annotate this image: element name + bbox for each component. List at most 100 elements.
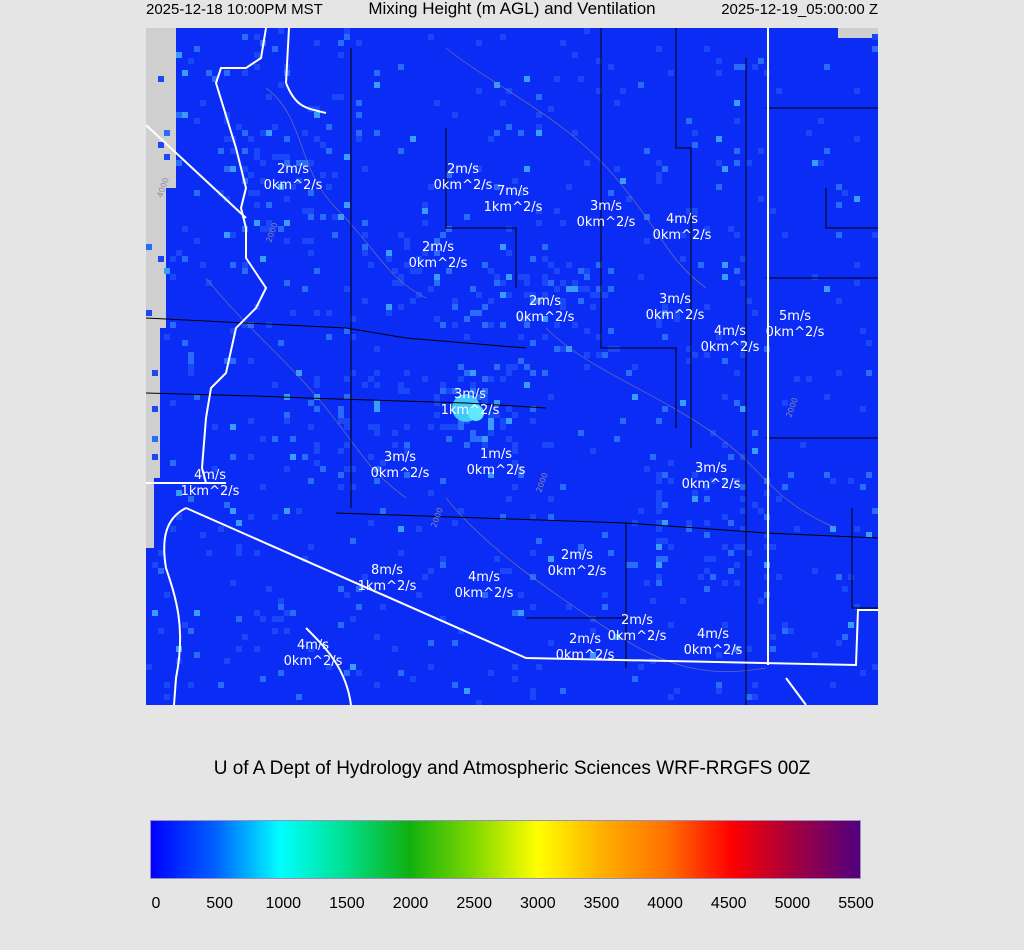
mixing-height-cell bbox=[518, 316, 524, 322]
mixing-height-cell bbox=[578, 430, 584, 436]
mixing-height-cell bbox=[446, 388, 452, 394]
mixing-height-cell bbox=[530, 418, 536, 424]
mixing-height-cell bbox=[314, 448, 320, 454]
mixing-height-cell bbox=[662, 556, 668, 562]
mixing-height-cell bbox=[872, 508, 878, 514]
wind-speed-text: 3m/s bbox=[454, 387, 486, 402]
mixing-height-cell bbox=[680, 256, 686, 262]
mixing-height-cell bbox=[176, 250, 182, 256]
mixing-height-cell bbox=[698, 262, 704, 268]
mixing-height-cell bbox=[350, 334, 356, 340]
mixing-height-cell bbox=[242, 262, 248, 268]
mixing-height-cell bbox=[812, 568, 818, 574]
mixing-height-cell bbox=[578, 544, 584, 550]
mixing-height-cell bbox=[284, 280, 290, 286]
mixing-height-cell bbox=[656, 544, 662, 550]
mixing-height-cell bbox=[542, 274, 548, 280]
mixing-height-cell bbox=[500, 568, 506, 574]
mixing-height-cell bbox=[500, 292, 506, 298]
mixing-height-cell bbox=[506, 274, 512, 280]
ventilation-text: 0km^2/s bbox=[653, 228, 712, 243]
mixing-height-cell bbox=[842, 586, 848, 592]
mixing-height-cell bbox=[194, 46, 200, 52]
mixing-height-cell bbox=[548, 106, 554, 112]
mixing-height-cell bbox=[236, 544, 242, 550]
mixing-height-cell bbox=[302, 130, 308, 136]
mixing-height-cell bbox=[632, 394, 638, 400]
mixing-height-cell bbox=[548, 496, 554, 502]
mixing-height-cell bbox=[188, 496, 194, 502]
mixing-height-cell bbox=[494, 280, 500, 286]
mixing-height-cell bbox=[776, 496, 782, 502]
mixing-height-cell bbox=[500, 514, 506, 520]
mixing-height-cell bbox=[266, 202, 272, 208]
mixing-height-cell bbox=[374, 370, 380, 376]
mixing-height-cell bbox=[620, 178, 626, 184]
mixing-height-cell bbox=[242, 634, 248, 640]
colorbar-tick-label: 3500 bbox=[583, 895, 620, 912]
mixing-height-cell bbox=[596, 286, 602, 292]
mixing-height-cell bbox=[632, 520, 638, 526]
mixing-height-cell bbox=[656, 478, 662, 484]
mixing-height-cell bbox=[398, 526, 404, 532]
mixing-height-cell bbox=[824, 64, 830, 70]
mixing-height-cell bbox=[614, 166, 620, 172]
mixing-height-cell bbox=[254, 646, 260, 652]
mixing-height-cell bbox=[686, 520, 692, 526]
mixing-height-cell bbox=[722, 622, 728, 628]
mixing-height-cell bbox=[530, 574, 536, 580]
mixing-height-cell bbox=[158, 628, 164, 634]
mixing-height-cell bbox=[272, 46, 278, 52]
mixing-height-cell bbox=[836, 370, 842, 376]
mixing-height-cell bbox=[734, 100, 740, 106]
mixing-height-cell bbox=[440, 616, 446, 622]
mixing-height-cell bbox=[338, 412, 344, 418]
mixing-height-cell bbox=[656, 556, 662, 562]
mixing-height-cell bbox=[254, 202, 260, 208]
mixing-height-cell bbox=[482, 262, 488, 268]
mixing-height-cell bbox=[260, 160, 266, 166]
mixing-height-cell bbox=[248, 136, 254, 142]
mixing-height-cell bbox=[728, 568, 734, 574]
mixing-height-cell bbox=[182, 112, 188, 118]
mixing-height-cell bbox=[656, 322, 662, 328]
mixing-height-cell bbox=[416, 268, 422, 274]
mixing-height-cell bbox=[578, 286, 584, 292]
mixing-height-cell bbox=[350, 466, 356, 472]
mixing-height-cell bbox=[350, 316, 356, 322]
mixing-height-cell bbox=[452, 520, 458, 526]
mixing-height-cell bbox=[338, 406, 344, 412]
mixing-height-cell bbox=[146, 244, 152, 250]
mixing-height-cell bbox=[626, 370, 632, 376]
mixing-height-cell bbox=[536, 94, 542, 100]
mixing-height-cell bbox=[296, 160, 302, 166]
mixing-height-cell bbox=[380, 508, 386, 514]
mixing-height-cell bbox=[230, 454, 236, 460]
mixing-height-cell bbox=[512, 664, 518, 670]
wind-speed-text: 4m/s bbox=[666, 212, 698, 227]
mixing-height-cell bbox=[242, 130, 248, 136]
mixing-height-cell bbox=[548, 556, 554, 562]
ventilation-text: 1km^2/s bbox=[484, 200, 543, 215]
mixing-height-cell bbox=[524, 322, 530, 328]
mixing-height-cell bbox=[398, 670, 404, 676]
mixing-height-cell bbox=[392, 268, 398, 274]
mixing-height-cell bbox=[836, 640, 842, 646]
mixing-height-cell bbox=[476, 292, 482, 298]
mixing-height-cell bbox=[194, 118, 200, 124]
mixing-height-cell bbox=[824, 286, 830, 292]
mixing-height-cell bbox=[314, 136, 320, 142]
mixing-height-cell bbox=[278, 598, 284, 604]
mixing-height-cell bbox=[848, 478, 854, 484]
ventilation-text: 0km^2/s bbox=[548, 564, 607, 579]
mixing-height-cell bbox=[176, 490, 182, 496]
mixing-height-cell bbox=[230, 232, 236, 238]
mixing-height-cell bbox=[332, 214, 338, 220]
mixing-height-cell bbox=[590, 448, 596, 454]
mixing-height-cell bbox=[434, 238, 440, 244]
mixing-height-cell bbox=[614, 100, 620, 106]
ventilation-text: 1km^2/s bbox=[358, 579, 417, 594]
